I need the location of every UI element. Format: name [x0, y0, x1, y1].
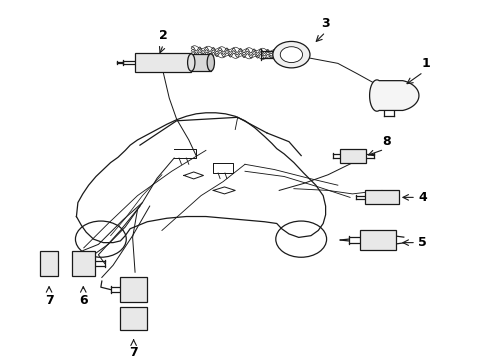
Bar	[121, 307, 147, 330]
Text: 7: 7	[45, 294, 53, 307]
Text: 1: 1	[421, 57, 430, 70]
Bar	[365, 190, 399, 204]
Text: 6: 6	[129, 321, 138, 334]
Bar	[135, 53, 191, 72]
Bar	[360, 230, 396, 249]
Text: ⊙: ⊙	[289, 51, 294, 58]
Text: 3: 3	[321, 17, 330, 30]
Bar	[72, 251, 95, 276]
Bar	[340, 149, 366, 163]
Bar	[40, 251, 58, 276]
Text: 7: 7	[129, 346, 138, 359]
Bar	[191, 54, 211, 71]
Text: 8: 8	[382, 135, 391, 148]
Circle shape	[273, 41, 310, 68]
Text: 6: 6	[79, 294, 88, 307]
Ellipse shape	[188, 54, 195, 71]
Text: 5: 5	[418, 236, 427, 249]
Polygon shape	[369, 80, 419, 111]
Text: 2: 2	[159, 29, 168, 42]
Bar	[121, 278, 147, 302]
Ellipse shape	[207, 54, 215, 71]
Text: 4: 4	[418, 191, 427, 204]
Circle shape	[280, 47, 302, 63]
